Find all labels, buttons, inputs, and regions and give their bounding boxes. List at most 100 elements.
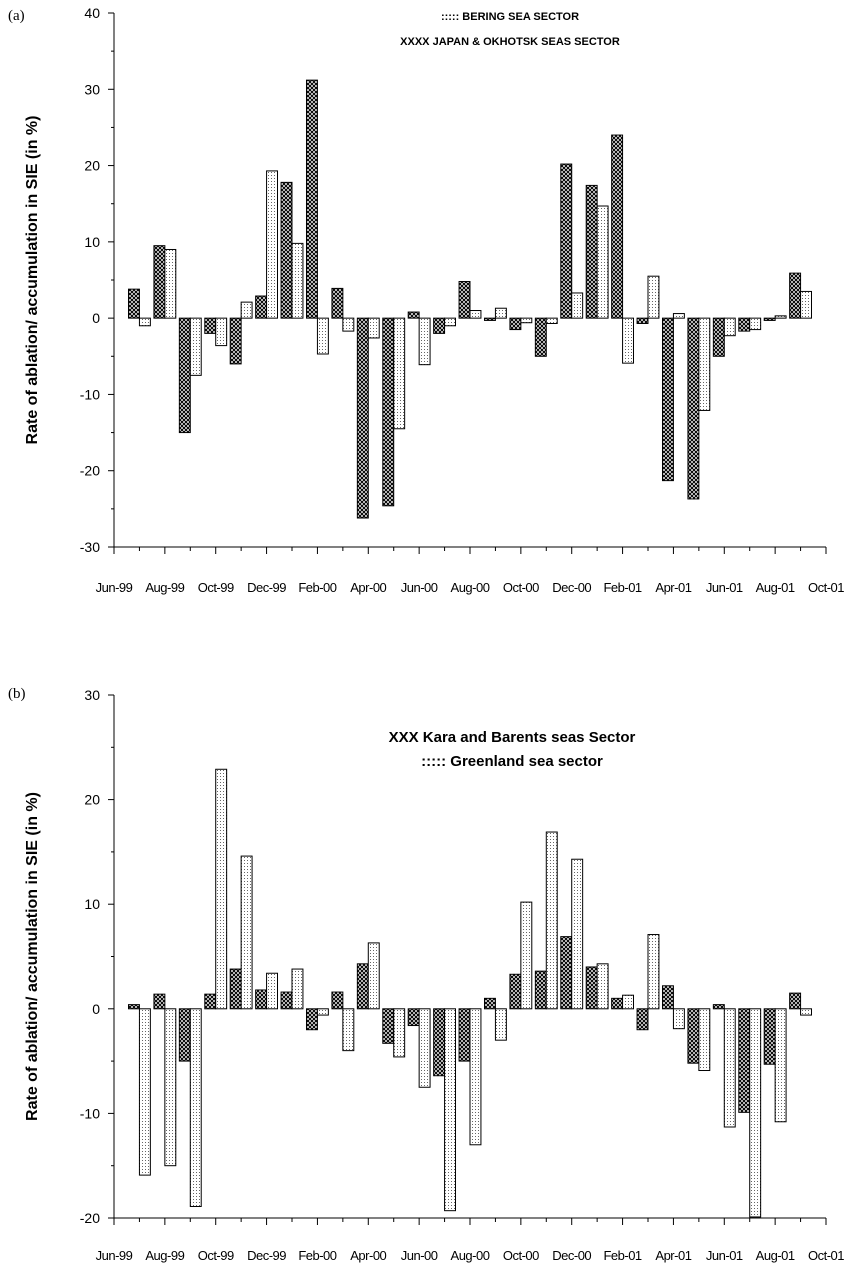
bar-dotted: [647, 275, 660, 319]
panel-label: (b): [8, 686, 26, 702]
x-tick-label: Dec-99: [247, 580, 286, 595]
bar-dotted: [240, 855, 253, 1010]
bar-dotted: [723, 317, 736, 337]
panel-label: (a): [8, 8, 25, 24]
bar-dotted: [316, 1008, 329, 1016]
bar-dotted: [749, 1008, 762, 1218]
bar-dotted: [393, 317, 406, 430]
bar-crosshatch: [458, 281, 471, 319]
bar-dotted: [571, 292, 584, 319]
bar-dotted: [647, 934, 660, 1010]
bar-crosshatch: [204, 993, 217, 1010]
bar-dotted: [291, 242, 304, 319]
bar-crosshatch: [483, 997, 496, 1010]
bar-dotted: [164, 248, 177, 319]
bar-crosshatch: [738, 317, 751, 332]
bar-dotted: [418, 1008, 431, 1088]
bar-dotted: [672, 313, 685, 319]
bar-crosshatch: [255, 295, 268, 319]
bar-crosshatch: [255, 989, 268, 1010]
x-tick-label: Jun-01: [706, 580, 743, 595]
bar-crosshatch: [178, 317, 191, 434]
bar-dotted: [520, 317, 533, 324]
bar-crosshatch: [305, 1008, 318, 1031]
bar-crosshatch: [356, 317, 369, 519]
y-tick-label: 10: [84, 234, 100, 250]
bar-crosshatch: [585, 966, 598, 1010]
y-tick-label: 20: [84, 792, 100, 808]
y-axis-label: Rate of ablation/ accumulation in SIE (i…: [24, 116, 41, 445]
bar-crosshatch: [611, 997, 624, 1010]
bar-dotted: [240, 301, 253, 319]
bar-dotted: [316, 317, 329, 355]
bar-crosshatch: [585, 184, 598, 319]
bar-crosshatch: [560, 163, 573, 319]
bar-dotted: [596, 205, 609, 319]
legend-entry: XXX Kara and Barents seas Sector: [389, 729, 636, 746]
bar-crosshatch: [229, 968, 242, 1010]
bar-crosshatch: [305, 79, 318, 319]
bar-crosshatch: [789, 992, 802, 1010]
bar-dotted: [622, 317, 635, 364]
y-tick-label: -20: [80, 463, 100, 479]
x-tick-label: Aug-01: [756, 1248, 795, 1263]
bar-crosshatch: [433, 317, 446, 334]
bar-dotted: [469, 1008, 482, 1146]
bar-crosshatch: [280, 991, 293, 1010]
bar-dotted: [800, 1008, 813, 1016]
x-tick-label: Jun-00: [401, 1248, 438, 1263]
bar-dotted: [189, 1008, 202, 1207]
x-tick-label: Apr-00: [350, 580, 386, 595]
bar-dotted: [215, 768, 228, 1010]
x-tick-label: Dec-99: [247, 1248, 286, 1263]
bar-crosshatch: [763, 1008, 776, 1065]
legend-entry: ::::: BERING SEA SECTOR: [441, 11, 579, 23]
bar-dotted: [393, 1008, 406, 1058]
x-tick-label: Dec-00: [552, 1248, 591, 1263]
bar-dotted: [215, 317, 228, 347]
x-tick-label: Aug-99: [145, 1248, 184, 1263]
bar-crosshatch: [127, 288, 140, 319]
x-tick-label: Apr-01: [655, 580, 691, 595]
bar-dotted: [138, 1008, 151, 1176]
bar-dotted: [342, 317, 355, 332]
bar-dotted: [698, 1008, 711, 1072]
x-tick-label: Jun-01: [706, 1248, 743, 1263]
x-tick-label: Jun-99: [96, 580, 133, 595]
bar-dotted: [749, 317, 762, 331]
bar-dotted: [698, 317, 711, 411]
bar-dotted: [291, 968, 304, 1010]
bar-crosshatch: [789, 272, 802, 319]
y-tick-label: -30: [80, 539, 100, 555]
x-tick-label: Aug-99: [145, 580, 184, 595]
x-tick-label: Jun-00: [401, 580, 438, 595]
x-tick-label: Feb-00: [298, 1248, 336, 1263]
bar-crosshatch: [407, 311, 420, 319]
bar-dotted: [367, 942, 380, 1010]
legend-entry: ::::: Greenland sea sector: [421, 753, 603, 770]
bar-dotted: [266, 972, 279, 1010]
bar-crosshatch: [534, 317, 547, 357]
chart-a: (a) -30 -20 -10 0 10 20 30 40 Jun-99 Aug-99 Oct-99 D…: [8, 5, 845, 595]
bar-crosshatch: [127, 1004, 140, 1010]
legend-entry: XXXX JAPAN & OKHOTSK SEAS SECTOR: [400, 36, 620, 48]
x-tick-label: Oct-99: [198, 580, 234, 595]
y-axis-label: Rate of ablation/ accumulation in SIE (i…: [24, 792, 41, 1121]
x-tick-label: Aug-00: [451, 580, 490, 595]
bar-crosshatch: [763, 317, 776, 321]
x-tick-label: Apr-01: [655, 1248, 691, 1263]
bar-crosshatch: [433, 1008, 446, 1077]
bar-dotted: [596, 963, 609, 1010]
bar-crosshatch: [687, 1008, 700, 1064]
x-tick-label: Apr-00: [350, 1248, 386, 1263]
x-tick-label: Oct-01: [808, 1248, 844, 1263]
bar-crosshatch: [560, 936, 573, 1010]
y-tick-label: 40: [84, 5, 100, 21]
bar-crosshatch: [356, 963, 369, 1010]
y-tick-label: -20: [80, 1210, 100, 1226]
x-tick-label: Aug-01: [756, 580, 795, 595]
bar-dotted: [418, 317, 431, 366]
x-tick-label: Oct-99: [198, 1248, 234, 1263]
bar-crosshatch: [153, 245, 166, 319]
bar-crosshatch: [687, 317, 700, 500]
